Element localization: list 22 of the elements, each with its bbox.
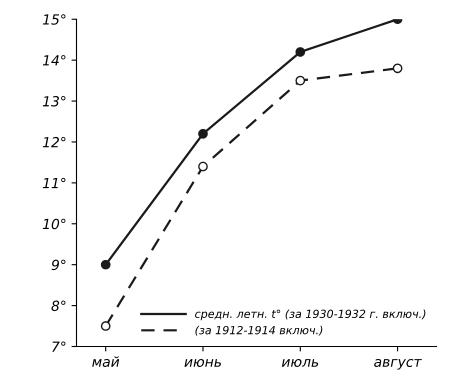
x-tick-label: август: [374, 359, 422, 370]
point: [198, 128, 208, 139]
y-tick-label: 15°: [42, 14, 66, 25]
y-tick-label: 11°: [42, 178, 66, 188]
y-tick-label: 12°: [42, 136, 66, 148]
y-tick-label: 9°: [52, 260, 66, 270]
x-tick-label: июль: [282, 359, 318, 367]
point: [295, 76, 306, 86]
y-tick-label: 13°: [42, 96, 66, 107]
legend-label: средн. летн. t° (за 1930-1932 г. включ.): [195, 309, 426, 320]
point: [198, 162, 208, 172]
point: [100, 321, 111, 331]
point: [100, 260, 111, 270]
point: [295, 47, 306, 57]
x-tick-label: июнь: [184, 359, 221, 367]
x-tick-label: май: [92, 356, 120, 367]
y-tick-label: 7°: [52, 341, 66, 352]
y-tick-label: 14°: [42, 55, 66, 66]
y-tick-label: 10°: [42, 218, 66, 230]
legend-label: (за 1912-1914 включ.): [195, 326, 322, 336]
point: [392, 63, 402, 74]
y-tick-label: 8°: [51, 300, 66, 312]
